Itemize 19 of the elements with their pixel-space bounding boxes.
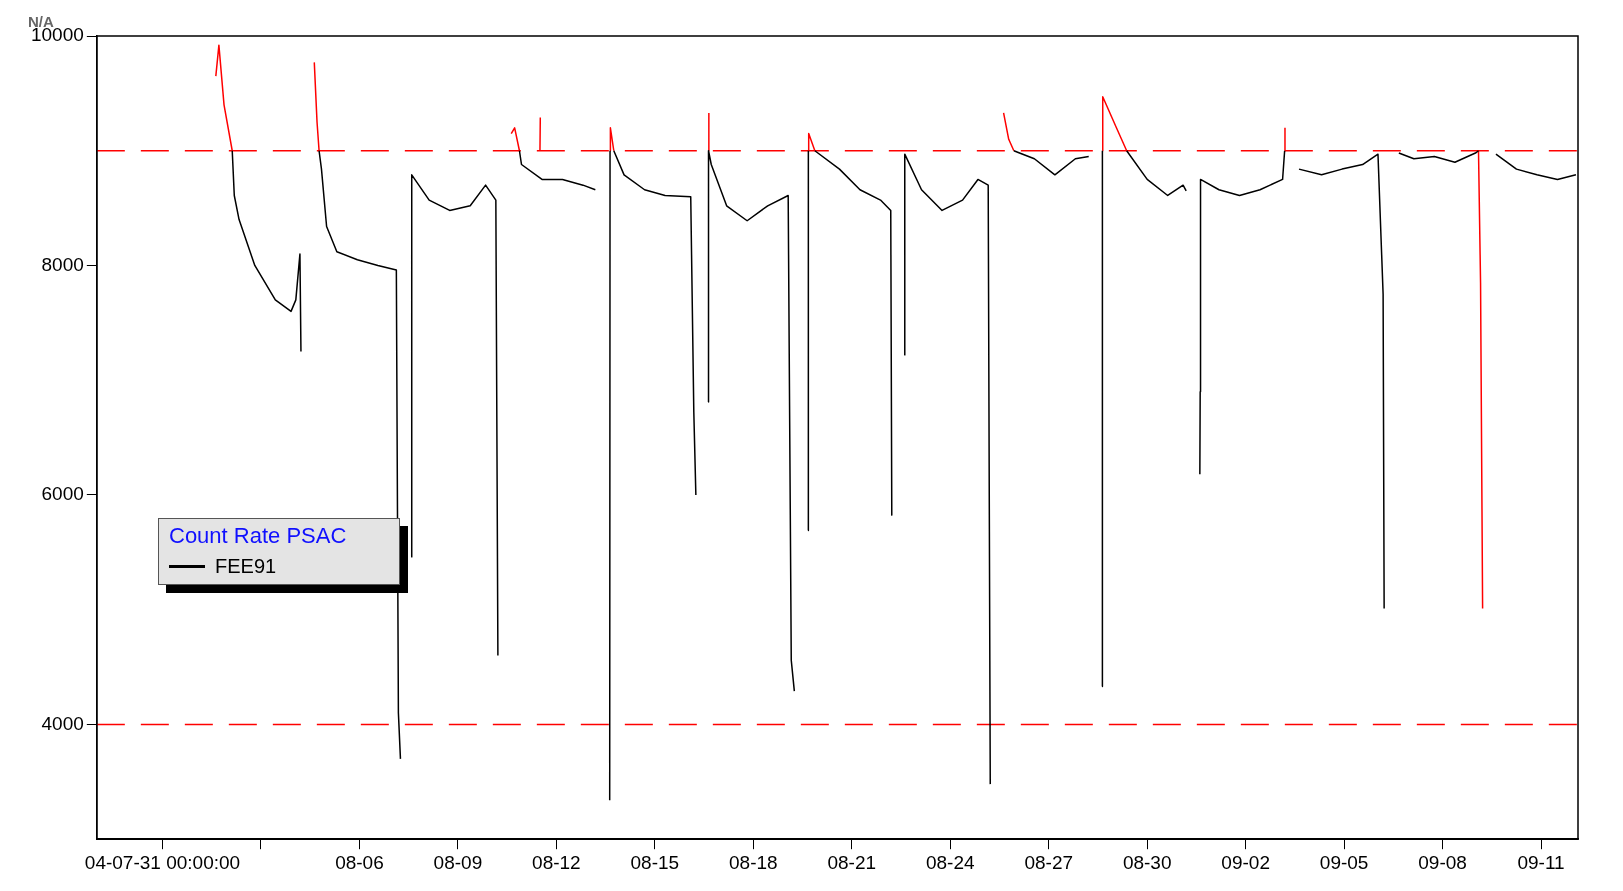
x-tick-label: 08-24 [925,851,975,873]
x-tick-label: 08-12 [532,851,581,873]
x-tick-label: 04-07-31 00:00:00 [84,851,241,873]
x-tick-label: 09-02 [1221,851,1270,873]
legend-title: Count Rate PSAC [169,523,348,549]
x-tick-label: 08-21 [827,851,877,873]
x-tick-label: 08-06 [335,851,384,873]
y-tick-label: 6000 [41,483,84,505]
y-tick-label: 4000 [41,712,84,734]
y-tick-label: 8000 [41,253,84,275]
x-tick-label: 08-15 [630,851,680,873]
x-tick-label: 09-08 [1418,851,1467,873]
x-tick-label: 09-05 [1319,851,1369,873]
x-tick-label: 09-11 [1517,851,1565,873]
x-tick-label: 08-30 [1122,851,1172,873]
x-tick-label: 08-27 [1024,851,1074,873]
x-tick-label: 08-09 [433,851,483,873]
x-tick-label: 08-18 [729,851,778,873]
legend-label: FEE91 [215,555,277,578]
